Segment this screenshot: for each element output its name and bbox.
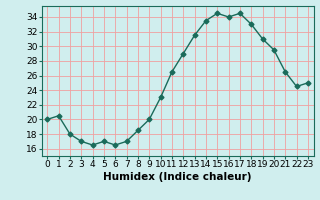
X-axis label: Humidex (Indice chaleur): Humidex (Indice chaleur) (103, 172, 252, 182)
